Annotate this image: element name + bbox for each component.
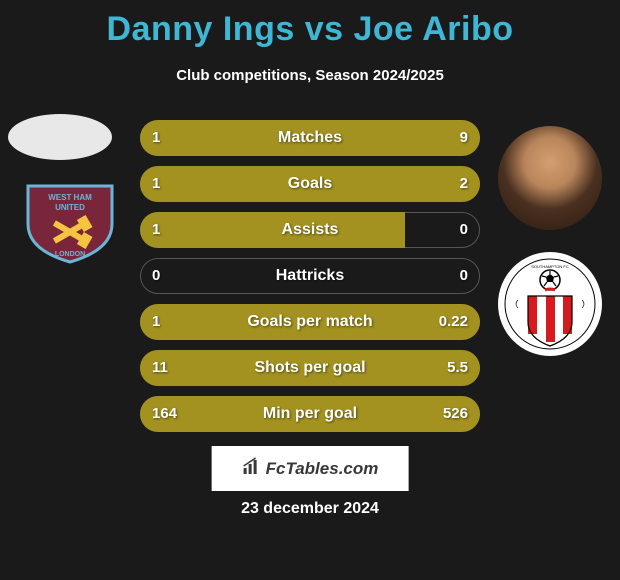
stat-label: Goals — [140, 166, 480, 202]
brand-icon — [242, 456, 262, 481]
comparison-subtitle: Club competitions, Season 2024/2025 — [0, 67, 620, 84]
stat-row: 115.5Shots per goal — [140, 350, 480, 386]
brand-label: FcTables.com — [266, 459, 379, 479]
stat-label: Assists — [140, 212, 480, 248]
svg-text:UNITED: UNITED — [55, 203, 85, 212]
club-left-badge: WEST HAM UNITED LONDON — [20, 178, 120, 264]
stat-label: Min per goal — [140, 396, 480, 432]
stat-row: 00Hattricks — [140, 258, 480, 294]
stat-label: Matches — [140, 120, 480, 156]
svg-text:WEST HAM: WEST HAM — [48, 193, 92, 202]
player-left-avatar — [8, 114, 112, 160]
brand-box[interactable]: FcTables.com — [212, 446, 409, 491]
stat-row: 19Matches — [140, 120, 480, 156]
comparison-title: Danny Ings vs Joe Aribo — [0, 0, 620, 49]
stat-row: 164526Min per goal — [140, 396, 480, 432]
stat-label: Hattricks — [140, 258, 480, 294]
stat-row: 10Assists — [140, 212, 480, 248]
stat-label: Goals per match — [140, 304, 480, 340]
stat-label: Shots per goal — [140, 350, 480, 386]
date-label: 23 december 2024 — [0, 500, 620, 518]
stat-row: 12Goals — [140, 166, 480, 202]
stats-container: 19Matches 12Goals 10Assists 00Hattricks 10.2… — [140, 120, 480, 442]
svg-text:SOUTHAMPTON FC: SOUTHAMPTON FC — [531, 264, 569, 269]
player-right-avatar — [498, 126, 602, 230]
svg-text:LONDON: LONDON — [55, 251, 85, 258]
club-right-badge: SOUTHAMPTON FC — [498, 252, 602, 356]
stat-row: 10.22Goals per match — [140, 304, 480, 340]
